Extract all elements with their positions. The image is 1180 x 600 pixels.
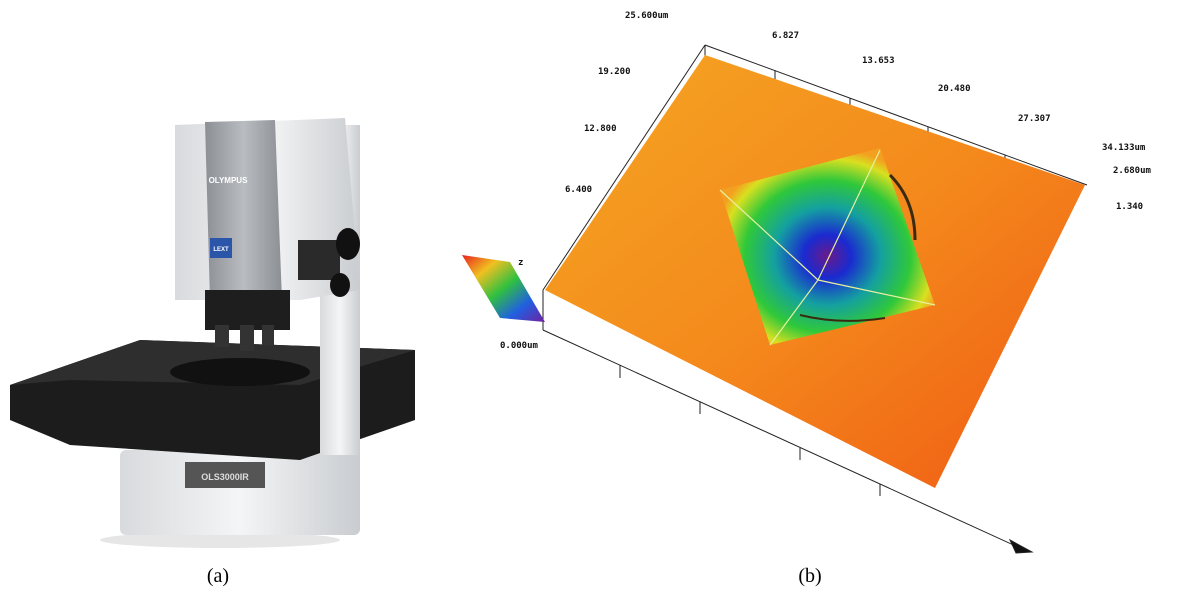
axis-label: 25.600um bbox=[625, 11, 669, 21]
caption: (a) bbox=[207, 565, 229, 587]
axis-label: 2.680um bbox=[1113, 166, 1152, 176]
surface-plot bbox=[542, 44, 1088, 554]
axis-label: 12.800 bbox=[584, 124, 617, 134]
axis-label: 1.340 bbox=[1116, 202, 1143, 212]
axis-label: 6.400 bbox=[565, 185, 592, 195]
indentation bbox=[720, 148, 935, 345]
axis-label: 13.653 bbox=[862, 56, 895, 66]
pile-up bbox=[799, 314, 886, 322]
logo-label: LEXT bbox=[213, 247, 229, 253]
axis-label: 19.200 bbox=[598, 67, 631, 77]
axis-labels: 25.600um 19.200 12.800 6.400 0.000um 6.827 13.… bbox=[500, 11, 1152, 351]
axis-label: 0.000um bbox=[500, 341, 539, 351]
axis-label: 20.480 bbox=[938, 84, 971, 94]
axis-label: z bbox=[518, 258, 523, 268]
caption: (b) bbox=[798, 565, 821, 587]
axis-label: 27.307 bbox=[1018, 114, 1051, 124]
color-key bbox=[462, 255, 545, 322]
axis-label: 6.827 bbox=[772, 31, 799, 41]
axis-label: 34.133um bbox=[1102, 143, 1146, 153]
indent-edges bbox=[719, 149, 936, 346]
model-label: OLS3000IR bbox=[201, 472, 249, 482]
microscope-photo: OLS3000IR OLYMPUS LEXT bbox=[10, 118, 415, 548]
brand-label: OLYMPUS bbox=[209, 176, 248, 185]
pile-up bbox=[888, 173, 917, 241]
